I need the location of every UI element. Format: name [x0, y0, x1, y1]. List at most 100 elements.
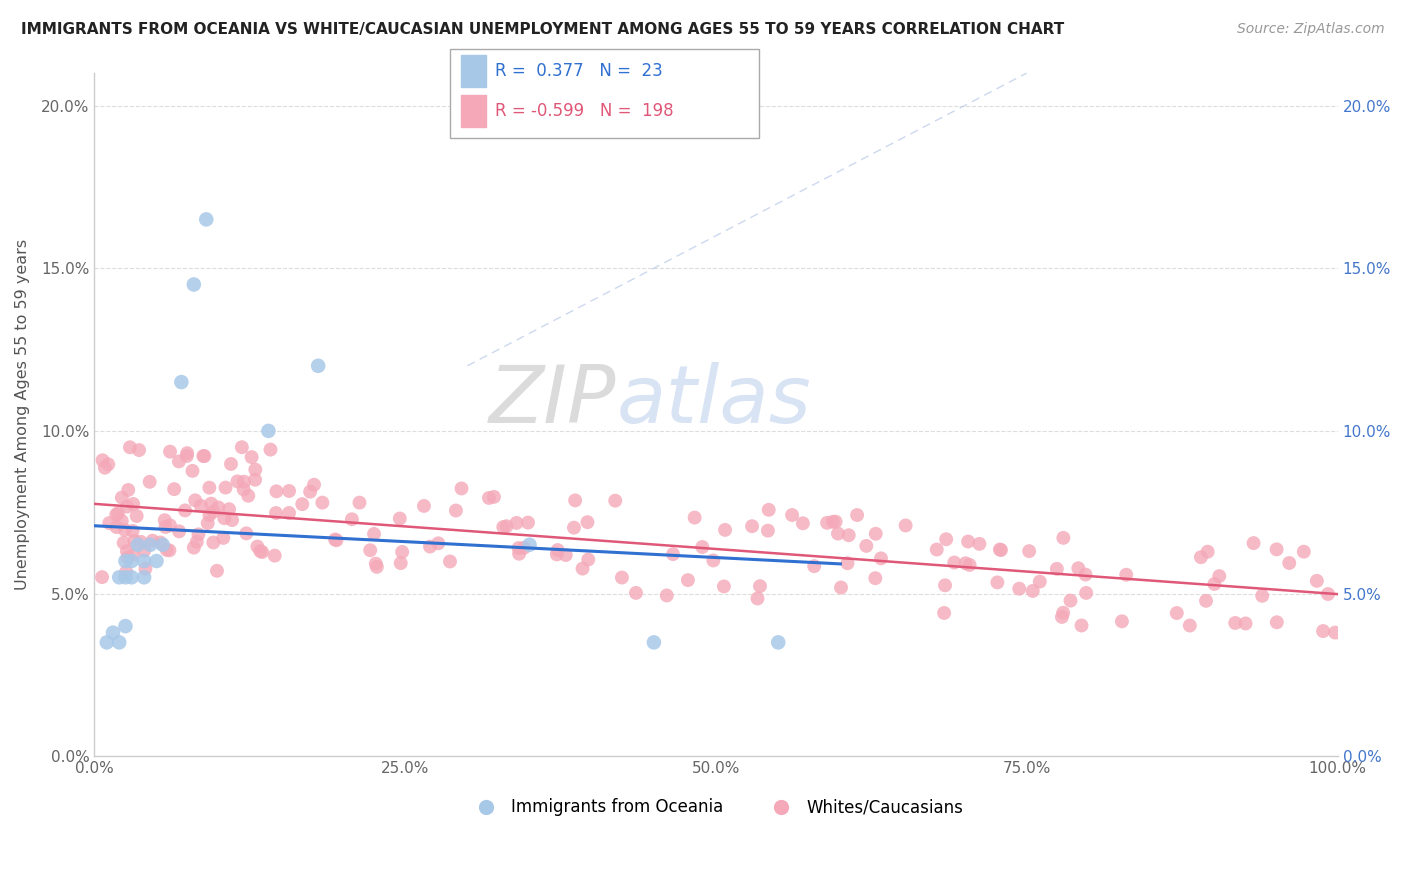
- Point: [519, 538, 541, 552]
- Point: [250, 545, 273, 559]
- Point: [870, 551, 893, 566]
- Point: [359, 543, 381, 558]
- Point: [1225, 615, 1247, 630]
- Point: [935, 533, 957, 547]
- Point: [205, 564, 228, 578]
- Point: [655, 589, 678, 603]
- Point: [202, 535, 225, 549]
- Point: [1070, 618, 1092, 632]
- Point: [122, 497, 145, 511]
- Point: [112, 535, 135, 549]
- Point: [768, 635, 790, 649]
- Point: [990, 543, 1012, 558]
- Point: [513, 541, 536, 555]
- Point: [562, 521, 585, 535]
- Point: [1317, 587, 1340, 601]
- Point: [263, 549, 285, 563]
- Point: [212, 531, 235, 545]
- Point: [340, 512, 363, 526]
- Point: [959, 558, 981, 572]
- Point: [176, 446, 198, 460]
- Point: [108, 570, 131, 584]
- Point: [934, 578, 956, 592]
- Point: [610, 570, 633, 584]
- Point: [167, 524, 190, 539]
- Point: [125, 508, 148, 523]
- Text: atlas: atlas: [617, 362, 811, 440]
- Point: [299, 484, 322, 499]
- Point: [576, 552, 599, 566]
- Point: [111, 491, 134, 505]
- Point: [1018, 544, 1040, 558]
- Point: [155, 520, 177, 534]
- Text: IMMIGRANTS FROM OCEANIA VS WHITE/CAUCASIAN UNEMPLOYMENT AMONG AGES 55 TO 59 YEAR: IMMIGRANTS FROM OCEANIA VS WHITE/CAUCASI…: [21, 22, 1064, 37]
- Point: [713, 579, 735, 593]
- Point: [363, 527, 385, 541]
- Point: [1197, 544, 1219, 558]
- Point: [508, 541, 530, 555]
- Point: [246, 540, 269, 554]
- Point: [741, 519, 763, 533]
- Point: [957, 534, 980, 549]
- Point: [214, 511, 236, 525]
- Point: [1067, 561, 1090, 575]
- Point: [702, 553, 724, 567]
- Point: [413, 499, 436, 513]
- Point: [291, 497, 314, 511]
- Point: [1008, 582, 1031, 596]
- Point: [366, 560, 388, 574]
- Point: [121, 554, 143, 568]
- Point: [349, 495, 371, 509]
- Point: [202, 505, 225, 519]
- Point: [1234, 616, 1257, 631]
- Point: [815, 516, 838, 530]
- Text: ZIP: ZIP: [489, 362, 617, 440]
- Point: [1050, 610, 1073, 624]
- Point: [1195, 594, 1218, 608]
- Point: [450, 482, 472, 496]
- Point: [427, 536, 450, 550]
- Point: [174, 503, 197, 517]
- Point: [325, 533, 347, 548]
- Point: [925, 542, 948, 557]
- Point: [266, 484, 288, 499]
- Point: [1278, 556, 1301, 570]
- Point: [969, 537, 991, 551]
- Point: [838, 528, 860, 542]
- Point: [1052, 531, 1074, 545]
- Point: [129, 534, 152, 549]
- Point: [238, 489, 260, 503]
- Point: [564, 493, 586, 508]
- Point: [108, 635, 131, 649]
- Point: [198, 481, 221, 495]
- Point: [114, 554, 136, 568]
- Point: [117, 483, 139, 497]
- Point: [132, 554, 155, 568]
- Point: [259, 442, 281, 457]
- Point: [865, 526, 887, 541]
- Point: [1074, 567, 1097, 582]
- Point: [114, 570, 136, 584]
- Point: [134, 561, 156, 575]
- Point: [197, 516, 219, 530]
- Point: [821, 515, 844, 529]
- Point: [1189, 550, 1212, 565]
- Point: [323, 533, 346, 547]
- Point: [307, 359, 329, 373]
- Point: [278, 483, 301, 498]
- Point: [554, 548, 576, 562]
- Point: [128, 443, 150, 458]
- Point: [159, 444, 181, 458]
- Text: Source: ZipAtlas.com: Source: ZipAtlas.com: [1237, 22, 1385, 37]
- Point: [1059, 593, 1081, 607]
- Point: [1208, 569, 1230, 583]
- Point: [846, 508, 869, 522]
- Point: [152, 538, 174, 552]
- Point: [157, 543, 180, 558]
- Point: [118, 440, 141, 454]
- Point: [176, 449, 198, 463]
- Point: [149, 535, 172, 549]
- Point: [1265, 615, 1288, 630]
- Point: [1166, 606, 1188, 620]
- Point: [145, 554, 167, 568]
